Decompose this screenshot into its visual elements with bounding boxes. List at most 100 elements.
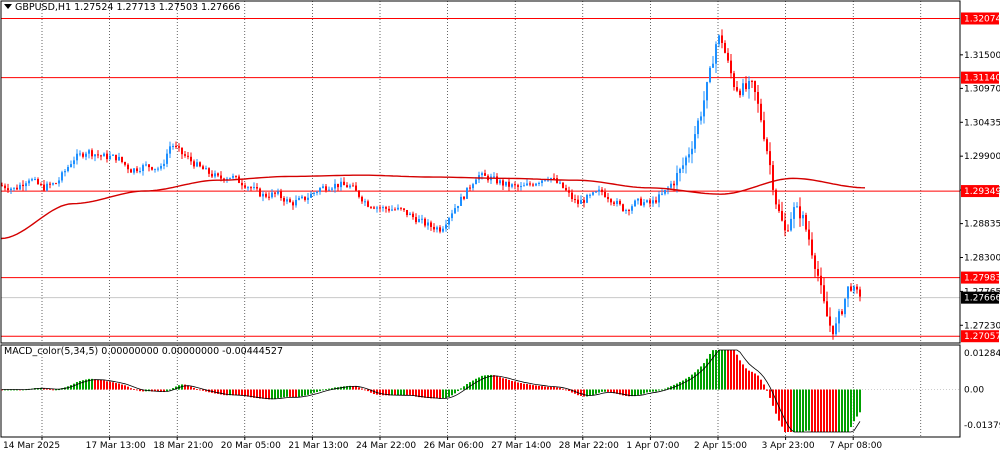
macd-bar: [667, 387, 669, 390]
macd-bar: [751, 371, 753, 390]
macd-bar: [580, 389, 582, 396]
macd-bar: [532, 385, 534, 390]
macd-bar: [244, 389, 246, 397]
candle-bull: [535, 183, 537, 186]
macd-bar: [517, 382, 519, 390]
candle-bull: [748, 80, 750, 90]
macd-bar: [175, 386, 177, 390]
candle-bear: [415, 217, 417, 223]
candle-bull: [409, 213, 411, 216]
candle-bull: [448, 218, 450, 225]
ma-line: [0, 174, 866, 240]
level-price-badge[interactable]: [961, 71, 999, 84]
macd-bar: [850, 389, 852, 428]
macd-bar: [646, 389, 648, 393]
macd-bar: [274, 389, 276, 400]
macd-bar: [568, 389, 570, 392]
candle-bear: [412, 213, 414, 218]
macd-bar: [268, 389, 270, 400]
macd-bar: [43, 388, 45, 390]
candle-bear: [469, 187, 471, 189]
level-price-badge[interactable]: [961, 271, 999, 284]
candles: [1, 29, 861, 340]
candle-bull: [481, 173, 483, 176]
time-axis[interactable]: 14 Mar 2025 17 Mar 13:00 18 Mar 21:00 20 Ma…: [3, 437, 882, 451]
macd-bar: [820, 389, 822, 432]
macd-bar: [724, 350, 726, 390]
candle-bull: [595, 191, 597, 193]
macd-bar: [772, 389, 774, 406]
candle-bear: [268, 196, 270, 198]
macd-bar: [748, 370, 750, 390]
candle-bear: [565, 187, 567, 191]
candle-bull: [133, 168, 135, 173]
macd-bar: [58, 389, 60, 391]
candle-bear: [757, 91, 759, 104]
macd-bar: [271, 389, 273, 400]
candle-bull: [835, 323, 837, 335]
macd-bar: [109, 381, 111, 390]
main-panel-border: [0, 0, 961, 344]
candle-bear: [745, 83, 747, 90]
candle-bear: [358, 190, 360, 197]
candle-bear: [130, 169, 132, 173]
candle-bull: [802, 214, 804, 219]
candle-bear: [529, 183, 531, 185]
price-scale[interactable]: 1.315001.309701.304351.299001.293651.288…: [960, 12, 1000, 431]
chart-frame: [0, 0, 961, 438]
candle-bull: [331, 188, 333, 190]
macd-bar: [556, 387, 558, 390]
candle-bear: [202, 166, 204, 170]
candle-bull: [418, 219, 420, 223]
macd-bar: [742, 364, 744, 390]
macd-bar: [190, 386, 192, 390]
candle-bear: [406, 209, 408, 216]
candle-bear: [217, 173, 219, 176]
candle-bear: [22, 184, 24, 187]
candle-bear: [763, 120, 765, 140]
candle-bull: [697, 120, 699, 135]
macd-bar: [730, 350, 732, 390]
candle-bear: [517, 185, 519, 187]
candle-bear: [850, 286, 852, 291]
level-price-label: 1.29349: [964, 187, 1000, 197]
macd-bar: [235, 389, 237, 396]
macd-bar: [85, 379, 87, 390]
level-price-badge[interactable]: [961, 330, 999, 343]
candle-bear: [778, 204, 780, 211]
level-price-badge[interactable]: [961, 12, 999, 25]
macd-bar: [103, 380, 105, 390]
candle-bear: [346, 185, 348, 188]
macd-bar: [418, 389, 420, 398]
level-price-badge[interactable]: [961, 185, 999, 198]
macd-bar: [619, 389, 621, 395]
candle-bear: [820, 275, 822, 286]
horizontal-levels[interactable]: [1, 17, 960, 337]
dropdown-triangle-icon[interactable]: [4, 4, 12, 9]
macd-bar: [601, 389, 603, 392]
candle-bull: [466, 187, 468, 199]
candle-bear: [175, 145, 177, 147]
candle-bull: [427, 222, 429, 226]
candle-bull: [364, 201, 366, 203]
candle-bull: [643, 202, 645, 206]
candle-bear: [106, 153, 108, 160]
candle-bull: [661, 193, 663, 195]
macd-bar: [397, 389, 399, 396]
macd-bar: [490, 374, 492, 390]
candle-bull: [382, 207, 384, 209]
macd-bar: [544, 386, 546, 390]
macd-bar: [118, 383, 120, 390]
macd-bar: [823, 389, 825, 432]
macd-bar: [166, 389, 168, 392]
candle-bear: [4, 185, 6, 189]
candle-bull: [196, 162, 198, 167]
macd-bar: [844, 389, 846, 432]
candle-bull: [703, 100, 705, 117]
macd-bar: [781, 389, 783, 427]
candle-bear: [769, 151, 771, 166]
macd-bar: [478, 377, 480, 390]
candle-bear: [655, 200, 657, 203]
macd-bar: [808, 389, 810, 431]
